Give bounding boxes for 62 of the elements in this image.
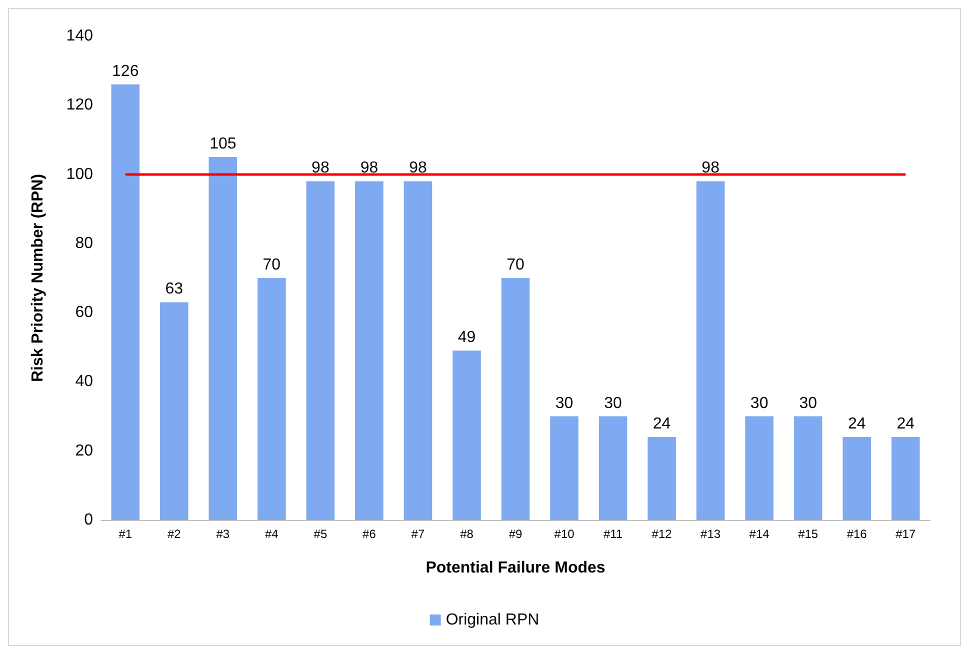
x-tick-label: #2 xyxy=(167,527,182,541)
x-tick-label: #7 xyxy=(411,527,425,541)
y-tick-label: 0 xyxy=(84,512,94,528)
data-label: 30 xyxy=(799,394,818,412)
data-label: 63 xyxy=(165,280,184,298)
bar xyxy=(550,416,578,520)
x-tick-label: #3 xyxy=(216,527,230,541)
bar xyxy=(745,416,774,520)
bar xyxy=(891,437,920,520)
data-label: 98 xyxy=(312,160,330,177)
bar xyxy=(598,416,628,520)
y-tick-label: 20 xyxy=(75,442,94,460)
legend-label: Original RPN xyxy=(446,612,540,628)
data-label: 30 xyxy=(604,394,622,412)
y-tick-label: 120 xyxy=(66,96,94,114)
bar xyxy=(842,437,871,520)
x-tick-label: #11 xyxy=(603,527,623,541)
bar xyxy=(160,302,188,520)
bar xyxy=(111,84,140,520)
bar xyxy=(648,437,676,520)
data-label: 70 xyxy=(506,256,524,274)
y-tick-label: 100 xyxy=(66,166,94,183)
x-tick-label: #6 xyxy=(362,527,376,541)
x-tick-label: #8 xyxy=(460,527,474,541)
bar xyxy=(404,181,432,520)
x-tick-label: #13 xyxy=(700,527,721,541)
bar xyxy=(355,181,384,520)
x-tick-label: #16 xyxy=(846,527,868,541)
data-label: 98 xyxy=(409,160,427,177)
data-label: 98 xyxy=(702,160,720,177)
x-tick-label: #17 xyxy=(896,527,916,541)
y-tick-label: 40 xyxy=(75,373,94,390)
x-tick-label: #10 xyxy=(554,527,575,541)
data-label: 105 xyxy=(210,136,236,152)
x-tick-label: #1 xyxy=(118,527,132,541)
data-label: 49 xyxy=(458,329,476,346)
data-label: 30 xyxy=(555,394,574,412)
x-axis-title: Potential Failure Modes xyxy=(426,560,606,576)
bar xyxy=(696,181,725,520)
x-tick-label: #14 xyxy=(749,527,770,541)
bar xyxy=(306,181,335,520)
data-label: 24 xyxy=(896,416,915,433)
bar xyxy=(501,278,530,520)
x-tick-label: #15 xyxy=(798,527,818,541)
data-label: 24 xyxy=(848,416,866,433)
data-label: 126 xyxy=(112,62,139,80)
x-tick-label: #9 xyxy=(508,527,522,541)
bar xyxy=(794,416,822,520)
bar xyxy=(208,157,238,520)
y-tick-label: 140 xyxy=(66,28,94,44)
y-tick-label: 60 xyxy=(75,304,94,322)
bar xyxy=(452,350,481,520)
x-tick-label: #12 xyxy=(652,527,672,541)
x-tick-label: #5 xyxy=(314,527,328,541)
x-tick-label: #4 xyxy=(264,527,279,541)
y-axis-title: Risk Priority Number (RPN) xyxy=(30,174,46,382)
bar xyxy=(258,278,286,520)
y-tick-label: 80 xyxy=(75,234,94,252)
data-label: 70 xyxy=(262,256,281,274)
data-label: 24 xyxy=(652,416,671,433)
data-label: 98 xyxy=(360,160,378,177)
data-label: 30 xyxy=(750,394,768,412)
